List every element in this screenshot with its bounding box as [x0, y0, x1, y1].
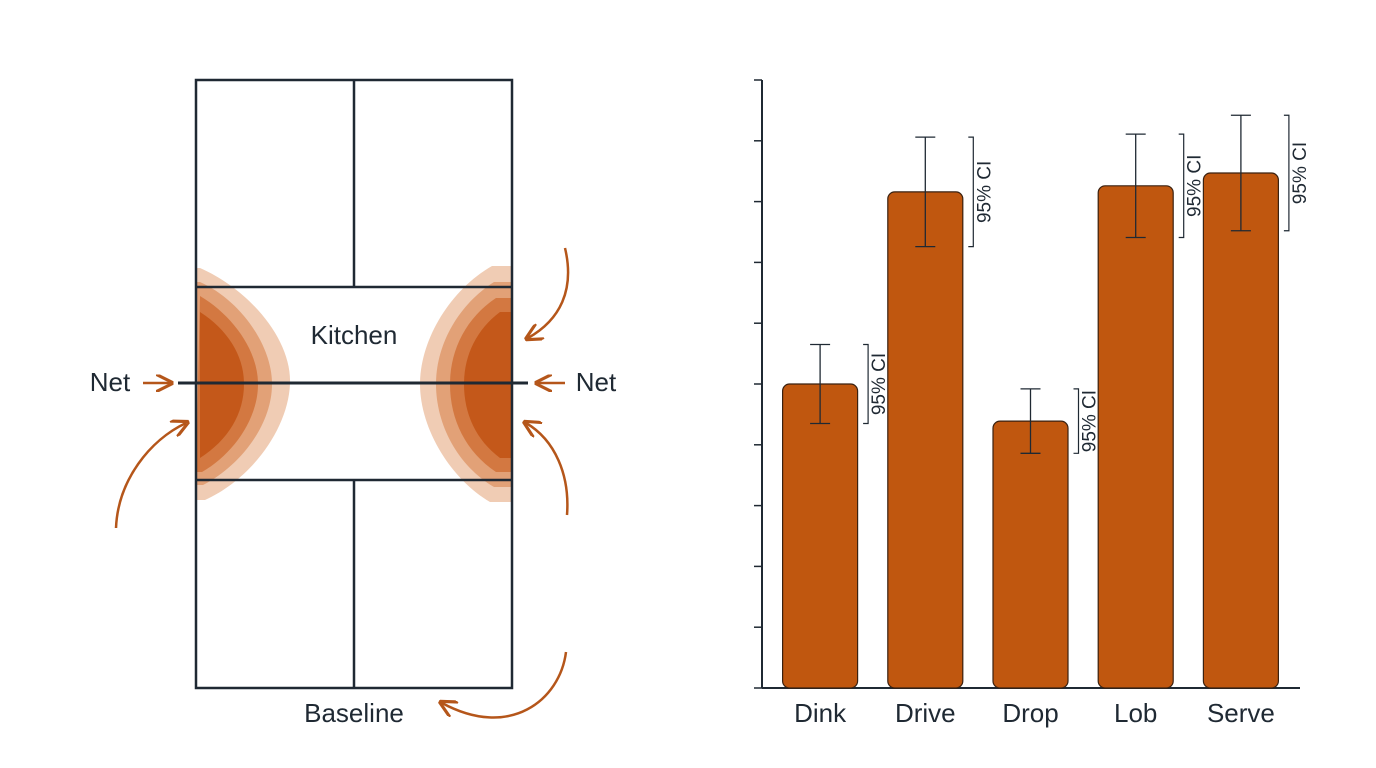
ci-label: 95% CI: [869, 353, 890, 415]
x-tick-label: Drop: [1002, 698, 1058, 728]
x-tick-label: Serve: [1207, 698, 1275, 728]
ci-label: 95% CI: [1185, 155, 1206, 217]
bar: [887, 191, 964, 689]
x-tick-label: Lob: [1114, 698, 1157, 728]
error-bar: [810, 343, 831, 425]
kitchen-label: Kitchen: [311, 320, 398, 350]
ci-bracket: [1178, 133, 1185, 239]
bar: [1202, 172, 1280, 689]
bar: [781, 383, 859, 689]
baseline-label: Baseline: [304, 698, 404, 728]
ci-label: 95% CI: [1290, 142, 1311, 204]
x-tick-label: Dink: [794, 698, 847, 728]
ci-bracket: [1073, 388, 1080, 454]
bar: [992, 420, 1069, 689]
bar: [1097, 185, 1174, 689]
error-bar: [1230, 114, 1251, 232]
error-bar: [915, 136, 936, 248]
x-tick-label: Drive: [895, 698, 956, 728]
error-bar: [1020, 388, 1041, 454]
heat-left: [196, 268, 291, 500]
net-label: Net: [90, 367, 131, 397]
arrows: [114, 247, 570, 719]
ci-bracket: [863, 343, 869, 425]
ci-label: 95% CI: [974, 161, 995, 223]
ci-bracket: [1283, 114, 1290, 232]
ci-bracket: [968, 136, 974, 248]
net-label: Net: [576, 367, 617, 397]
error-bar: [1125, 133, 1146, 239]
court-diagram: Kitchen Net Net Baseline: [90, 78, 617, 728]
ci-label: 95% CI: [1080, 390, 1101, 452]
